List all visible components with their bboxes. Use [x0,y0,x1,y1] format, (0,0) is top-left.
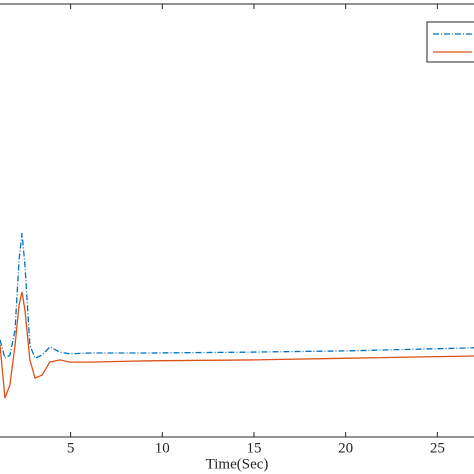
x-tick-label: 25 [430,440,445,456]
x-tick-label: 15 [246,440,261,456]
x-axis-label: Time(Sec) [206,456,269,472]
x-tick-label: 20 [338,440,353,456]
plot-area [0,4,474,437]
x-tick-label: 5 [67,440,75,456]
x-tick-label: 10 [155,440,170,456]
series-line [0,232,474,360]
series-line [0,291,474,399]
legend-box [426,21,474,63]
